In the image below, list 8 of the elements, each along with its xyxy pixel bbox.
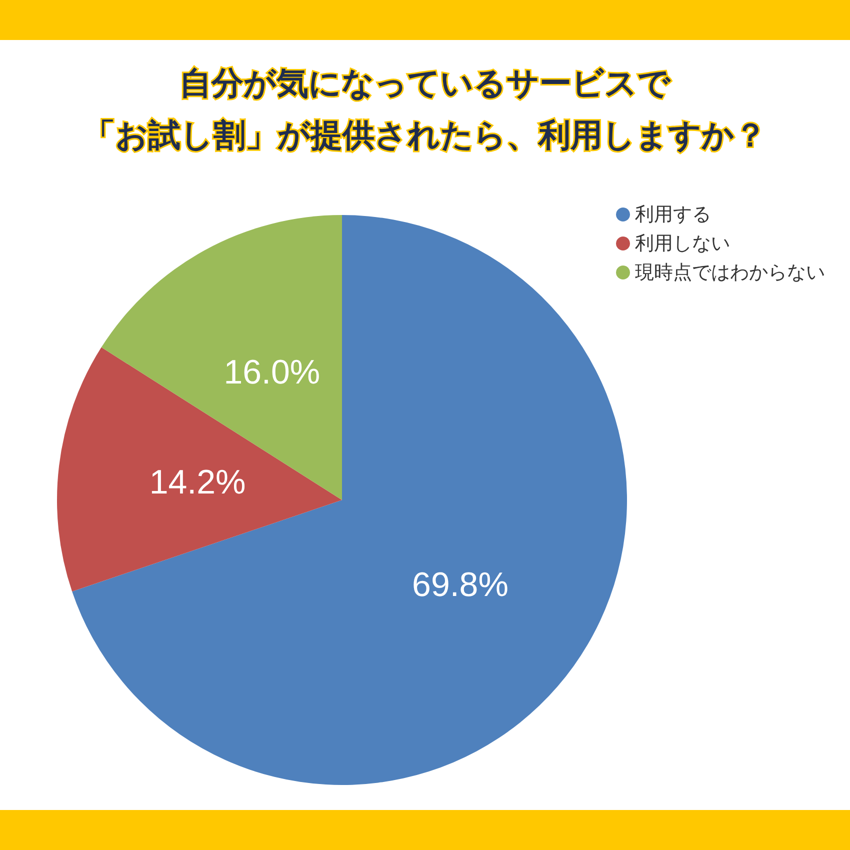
chart-title: 自分が気になっているサービスで bbox=[180, 64, 672, 102]
data-label: 14.2% bbox=[149, 464, 246, 502]
legend-label: 利用しない bbox=[635, 232, 730, 254]
legend-label: 利用する bbox=[635, 204, 711, 226]
data-label: 16.0% bbox=[224, 353, 320, 392]
legend-label: 現時点ではわからない bbox=[635, 262, 825, 284]
chart-subtitle: 「お試し割」が提供されたら、利用しますか？ bbox=[84, 116, 766, 154]
data-label: 69.8% bbox=[412, 566, 508, 604]
